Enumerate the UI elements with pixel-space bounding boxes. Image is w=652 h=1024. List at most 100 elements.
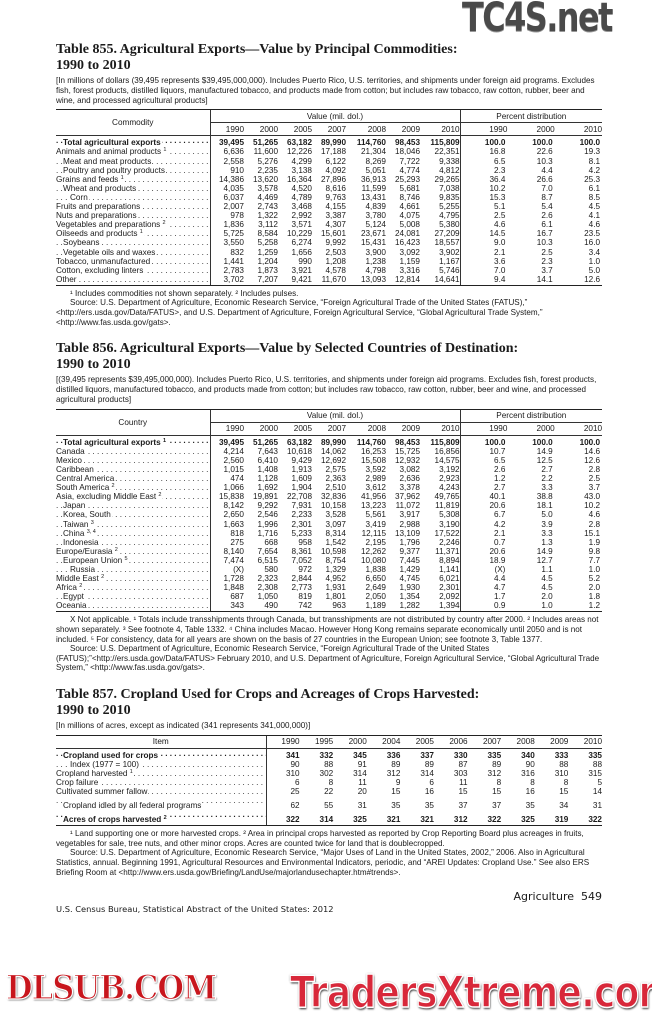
table-cell: 1,189: [346, 601, 386, 613]
table-cell: 6,037: [209, 192, 244, 203]
table-cell: 4.6: [588, 510, 601, 520]
footnote-text: Source: U.S. Department of Agriculture, …: [56, 848, 590, 877]
table-cell: 3,592: [365, 464, 387, 474]
row-label-text: Taiwan 3: [63, 519, 95, 529]
row-label-name: Fruits and preparations: [56, 202, 141, 212]
table-cell: 1.7: [459, 592, 508, 602]
table-row: Japan 8,142 9,292 7,931 10,158 13,223 11,072 11…: [56, 501, 602, 511]
table-cell: 3.3: [541, 483, 553, 493]
table-cell: 3,387: [325, 211, 347, 221]
row-label-text: Total agricultural exports 1: [63, 437, 168, 447]
table-cell: 4,661: [399, 202, 421, 212]
table-cell: 25: [265, 787, 300, 797]
table-row: Central America 474 1,128 1,609 2,363 2,989 2,…: [56, 474, 602, 484]
table-cell: 3,702: [209, 274, 244, 286]
table-cell: 6,410: [257, 455, 279, 465]
table-cell: 319: [534, 810, 569, 827]
table-row: Cropland idled by all federal programs 62…: [56, 796, 602, 811]
table-cell: 1,801: [325, 592, 347, 602]
table-cell: 10.2: [584, 501, 601, 511]
table-cell: 6: [429, 778, 434, 788]
table-cell: 819: [298, 592, 312, 602]
table-cell: 25,293: [394, 174, 420, 184]
table-cell: 2,308: [257, 583, 279, 593]
table-cell: 742: [278, 601, 312, 613]
table-cell: 16.0: [584, 238, 601, 248]
table-cell: 0.7: [459, 537, 508, 547]
table-cell: 9.0: [459, 238, 508, 248]
row-label: Taiwan 3: [56, 519, 210, 529]
table-cell: 5,380: [439, 220, 460, 230]
table-row: Total agricultural exports 39,495 51,265 63…: [56, 135, 602, 148]
row-label: European Union 5: [56, 555, 210, 565]
table-cell: 1,259: [257, 247, 279, 257]
row-label-name: Canada: [56, 446, 85, 456]
row-label-text: Cropland harvested 1: [56, 768, 134, 778]
table-cell: 8,361: [291, 546, 313, 556]
table-cell: 4,789: [291, 192, 313, 202]
row-label: Cropland harvested 1: [56, 768, 266, 778]
table-cell: 87: [458, 759, 468, 769]
table-cell: 1,728: [209, 574, 244, 584]
table-title-line1: Table 857. Cropland Used for Crops and A…: [56, 687, 480, 702]
row-label-name: Africa: [56, 583, 77, 593]
table-row: Mexico 2,560 6,410 9,429 12,692 15,508 12,932 1…: [56, 455, 602, 465]
table-cell: 4,578: [325, 265, 347, 275]
table-cell: 9.8: [588, 546, 601, 556]
table-cell: 2,560: [209, 455, 244, 465]
table-cell: 13,109: [394, 528, 420, 538]
row-label: Total agricultural exports: [56, 136, 210, 148]
row-label-name: Other: [56, 274, 77, 284]
table-cell: 314: [299, 810, 334, 827]
table-cell: 4,243: [439, 483, 460, 493]
row-label-name: Total agricultural exports: [63, 138, 161, 148]
table-cell: 100.0: [579, 138, 601, 148]
table-cell: 2,007: [209, 202, 244, 212]
table-cell: 3.4: [588, 247, 601, 257]
table-cell: 9: [395, 778, 401, 788]
table-cell: 2.8: [588, 464, 601, 474]
table-cell: 91: [357, 759, 367, 769]
table-cell: 1,141: [439, 564, 460, 574]
table-cell: 2,773: [291, 583, 313, 593]
table-row: Cropland harvested 1 310 302 314 312 314 303 31…: [56, 768, 602, 779]
table-cell: 1.8: [588, 592, 601, 602]
row-label-text: Middle East 2: [56, 574, 106, 584]
table-cell: 2.5: [588, 474, 601, 484]
row-label-name: Mexico: [56, 455, 82, 465]
table-cell: 321: [400, 810, 434, 827]
row-label-name: Oceania: [56, 601, 87, 611]
year-header: 2000: [244, 122, 278, 137]
table-cell: 7,722: [399, 156, 421, 166]
table-cell: 1,931: [325, 583, 347, 593]
row-label-name: Soybeans: [63, 238, 100, 248]
table-cell: 668: [264, 537, 278, 547]
table-row: Grains and feeds 1 14,386 13,620 16,364 27,8…: [56, 174, 602, 184]
table-cell: 14,575: [434, 455, 460, 465]
footer-source: U.S. Census Bureau, Statistical Abstract…: [56, 904, 334, 915]
table-row: Index (1977 = 100) 90 88 91 89 89 87 89 90 88 88: [56, 759, 602, 769]
row-label-name: Grains and feeds: [56, 174, 119, 184]
table-cell: 7,931: [291, 501, 313, 511]
row-label-name: Europe/Eurasia: [56, 546, 113, 556]
table-cell: 2,992: [291, 211, 313, 221]
table-cell: 2.5: [541, 247, 553, 257]
row-label-name: China: [63, 528, 85, 538]
table-cell: 98,453: [394, 138, 420, 148]
row-label-name: Asia, excluding Middle East: [56, 492, 157, 502]
table-cell: 341: [265, 748, 300, 760]
row-label: Soybeans: [56, 238, 210, 248]
table-headnote: [In millions of dollars (39,495 represen…: [56, 76, 595, 105]
table-cell: 5,008: [399, 220, 421, 230]
table-cell: 14: [592, 787, 602, 797]
table-cell: 1,050: [257, 592, 279, 602]
table-cell: 325: [333, 810, 367, 827]
table-cell: 1,873: [257, 265, 279, 275]
table-cell: 12,262: [360, 546, 386, 556]
table-row: Indonesia 275 668 958 1,542 2,195 1,796 2,2460.…: [56, 537, 602, 547]
table-cell: 2,988: [399, 519, 421, 529]
table-cell: 3,578: [257, 183, 279, 193]
table-cell: 1,128: [257, 474, 279, 484]
footnote-mark: 1: [129, 768, 133, 775]
table-cell: 3,780: [365, 211, 387, 221]
